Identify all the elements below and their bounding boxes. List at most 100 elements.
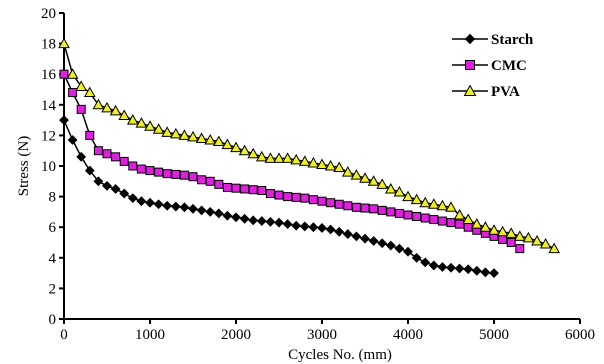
square-marker bbox=[59, 69, 69, 79]
triangle-marker bbox=[402, 190, 414, 202]
square-marker bbox=[171, 169, 181, 179]
square-marker bbox=[498, 234, 508, 244]
triangle-marker bbox=[522, 231, 535, 243]
triangle-marker bbox=[496, 225, 509, 237]
triangle-marker bbox=[58, 37, 70, 49]
diamond-marker bbox=[102, 180, 112, 191]
triangle-marker bbox=[161, 126, 174, 137]
triangle-marker bbox=[463, 84, 477, 96]
square-marker bbox=[248, 185, 258, 195]
diamond-marker bbox=[222, 210, 233, 221]
triangle-marker bbox=[281, 152, 294, 163]
triangle-marker bbox=[92, 98, 105, 110]
triangle-marker bbox=[75, 80, 88, 91]
triangle-marker bbox=[513, 230, 526, 241]
diamond-marker bbox=[454, 263, 465, 274]
triangle-marker bbox=[109, 104, 122, 116]
triangle-marker bbox=[324, 159, 337, 171]
x-tick-label: 5000 bbox=[479, 327, 509, 343]
triangle-marker bbox=[505, 227, 518, 238]
square-marker bbox=[231, 183, 241, 193]
square-marker bbox=[257, 185, 267, 195]
diamond-marker bbox=[162, 200, 173, 211]
y-tick-label: 14 bbox=[41, 98, 57, 114]
triangle-marker bbox=[178, 129, 191, 140]
triangle-marker bbox=[410, 193, 423, 205]
square-marker bbox=[102, 149, 112, 159]
diamond-marker bbox=[471, 265, 482, 276]
diamond-marker bbox=[342, 229, 353, 239]
square-marker bbox=[465, 60, 475, 70]
diamond-marker bbox=[196, 205, 207, 216]
square-marker bbox=[128, 161, 138, 171]
legend-label: PVA bbox=[491, 84, 520, 100]
y-tick-label: 8 bbox=[49, 190, 57, 206]
y-axis-title: Stress (N) bbox=[16, 136, 32, 196]
square-marker bbox=[377, 205, 387, 215]
x-tick-label: 1000 bbox=[135, 327, 165, 343]
series-starch bbox=[59, 115, 499, 279]
x-tick-label: 4000 bbox=[393, 327, 423, 343]
triangle-marker bbox=[462, 213, 475, 225]
diamond-marker bbox=[446, 262, 456, 273]
y-tick-label: 6 bbox=[49, 220, 57, 236]
diamond-marker bbox=[464, 33, 476, 45]
legend-item-pva: PVA bbox=[452, 84, 520, 100]
square-marker bbox=[76, 104, 86, 114]
diamond-marker bbox=[480, 267, 491, 278]
diamond-marker bbox=[179, 202, 190, 213]
diamond-marker bbox=[428, 260, 439, 271]
square-marker bbox=[343, 201, 353, 211]
square-marker bbox=[162, 169, 172, 179]
square-marker bbox=[93, 146, 103, 156]
triangle-marker bbox=[230, 141, 242, 153]
triangle-marker bbox=[307, 156, 320, 168]
triangle-marker bbox=[187, 130, 199, 142]
triangle-marker bbox=[195, 132, 208, 143]
square-marker bbox=[145, 166, 155, 176]
square-marker bbox=[136, 164, 146, 174]
triangle-marker bbox=[367, 175, 380, 186]
diamond-marker bbox=[437, 262, 448, 272]
square-marker bbox=[420, 213, 430, 223]
square-marker bbox=[197, 175, 207, 185]
diamond-marker bbox=[411, 252, 422, 263]
diamond-marker bbox=[317, 223, 327, 233]
triangle-marker bbox=[359, 172, 371, 183]
triangle-marker bbox=[419, 196, 432, 208]
square-marker bbox=[119, 156, 129, 166]
triangle-marker bbox=[479, 221, 492, 232]
triangle-marker bbox=[445, 201, 457, 212]
square-marker bbox=[455, 219, 465, 229]
legend-label: Starch bbox=[491, 32, 534, 48]
square-marker bbox=[291, 192, 301, 202]
triangle-marker bbox=[548, 242, 561, 254]
diamond-marker bbox=[213, 208, 224, 219]
triangle-marker bbox=[427, 198, 440, 209]
square-marker bbox=[360, 203, 370, 213]
square-marker bbox=[386, 207, 396, 217]
triangle-marker bbox=[204, 133, 217, 145]
square-marker bbox=[85, 130, 95, 140]
y-tick-label: 10 bbox=[41, 159, 56, 175]
x-tick-label: 2000 bbox=[221, 327, 251, 343]
diamond-marker bbox=[188, 203, 198, 214]
triangle-marker bbox=[453, 208, 466, 220]
square-marker bbox=[283, 192, 293, 202]
triangle-marker bbox=[376, 178, 389, 189]
square-marker bbox=[334, 199, 344, 209]
diamond-marker bbox=[489, 268, 499, 279]
triangle-marker bbox=[436, 199, 449, 211]
triangle-marker bbox=[101, 101, 113, 113]
square-marker bbox=[240, 184, 250, 194]
axes: 0 2 4 6 8 10 12 14 16 18 20 0 1000 2000 3000 4000 5000 60… bbox=[41, 6, 595, 343]
diamond-marker bbox=[308, 222, 319, 233]
diamond-marker bbox=[239, 213, 250, 224]
diamond-marker bbox=[110, 184, 121, 194]
diamond-marker bbox=[368, 236, 379, 246]
diamond-marker bbox=[360, 233, 370, 244]
square-marker bbox=[179, 170, 189, 180]
x-axis-title: Cycles No. (mm) bbox=[288, 347, 392, 363]
